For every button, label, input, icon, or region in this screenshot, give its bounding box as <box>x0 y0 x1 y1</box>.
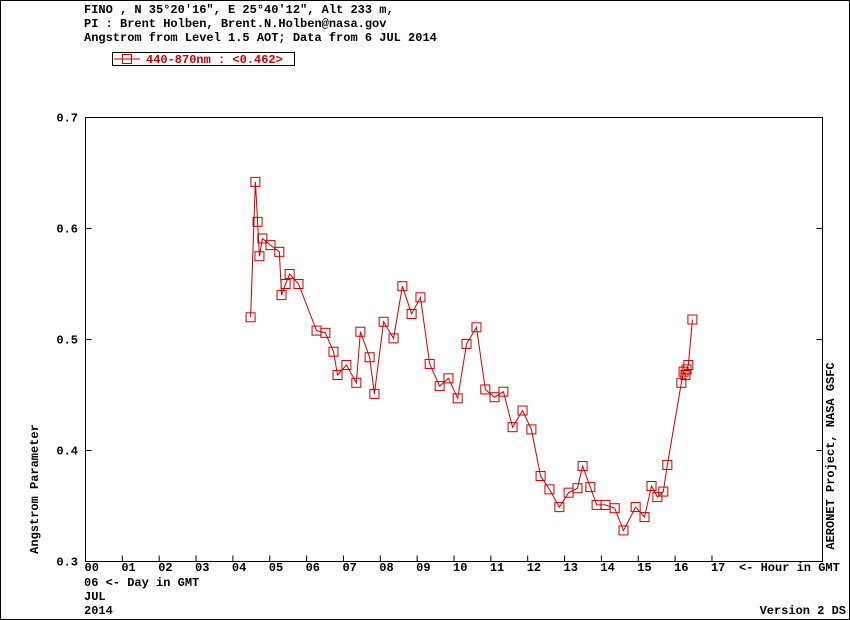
x-tick-label: 15 <box>637 561 651 575</box>
data-point <box>388 333 399 344</box>
data-point <box>415 292 426 303</box>
x-tick-label: 12 <box>527 561 541 575</box>
data-point <box>257 233 268 244</box>
legend-box <box>112 52 295 66</box>
data-point <box>320 327 331 338</box>
data-point <box>639 512 650 523</box>
data-point <box>646 481 657 492</box>
data-point <box>250 176 261 187</box>
x-tick-label: 01 <box>121 561 135 575</box>
data-point <box>284 269 295 280</box>
data-point <box>658 486 669 497</box>
x-tick-label: 10 <box>453 561 467 575</box>
x-tick-label: 14 <box>600 561 614 575</box>
data-point <box>443 373 454 384</box>
data-point <box>680 370 691 381</box>
title-line: FINO , N 35°20'16", E 25°40'12", Alt 233… <box>84 3 394 17</box>
y-axis-label: Angstrom Parameter <box>28 424 42 554</box>
month-label: JUL <box>84 590 106 604</box>
x-tick-label: 09 <box>416 561 430 575</box>
x-tick-label: 05 <box>269 561 283 575</box>
x-tick-label: 17 <box>711 561 725 575</box>
data-point <box>652 492 663 503</box>
x-tick-label: 03 <box>195 561 209 575</box>
y-tick-label: 0.4 <box>56 445 78 459</box>
data-point <box>489 392 500 403</box>
x-axis-label: <- Hour in GMT <box>739 561 840 575</box>
data-point <box>471 322 482 333</box>
data-point <box>662 459 673 470</box>
day-label: 06 <- Day in GMT <box>84 576 199 590</box>
data-point <box>585 482 596 493</box>
data-point <box>526 424 537 435</box>
data-point <box>461 338 472 349</box>
x-tick-label: 04 <box>232 561 246 575</box>
data-point <box>609 503 620 514</box>
data-point <box>630 502 641 513</box>
data-point <box>397 281 408 292</box>
data-point <box>276 290 287 301</box>
version-label: Version 2 DS <box>760 604 846 618</box>
data-point <box>406 308 417 319</box>
legend-marker <box>122 54 132 64</box>
data-point <box>687 314 698 325</box>
x-tick-label: 07 <box>342 561 356 575</box>
x-tick-label: 13 <box>564 561 578 575</box>
data-point <box>274 246 285 257</box>
year-label: 2014 <box>84 604 113 618</box>
x-tick-label: 11 <box>490 561 504 575</box>
data-point <box>332 370 343 381</box>
x-tick-label: 08 <box>379 561 393 575</box>
data-point <box>434 381 445 392</box>
data-point <box>351 377 362 388</box>
data-point <box>328 346 339 357</box>
data-point <box>544 484 555 495</box>
data-point <box>498 386 509 397</box>
y-tick-label: 0.3 <box>56 556 78 570</box>
data-point <box>572 483 583 494</box>
data-point <box>618 525 629 536</box>
x-tick-label: 02 <box>158 561 172 575</box>
credit-label: AERONET Project, NASA GSFC <box>824 362 838 549</box>
data-point <box>254 251 265 262</box>
data-point <box>369 388 380 399</box>
data-point <box>424 358 435 369</box>
title-line: PI : Brent Holben, Brent.N.Holben@nasa.g… <box>84 17 386 31</box>
data-point <box>280 279 291 289</box>
data-point <box>554 502 565 513</box>
data-point <box>517 405 528 416</box>
data-point <box>355 326 366 337</box>
title-line: Angstrom from Level 1.5 AOT; Data from 6… <box>84 31 437 45</box>
data-point <box>265 240 276 251</box>
data-point <box>507 422 518 433</box>
data-point <box>252 216 263 227</box>
y-tick-label: 0.7 <box>56 112 78 126</box>
data-point <box>341 360 352 371</box>
data-point <box>577 461 588 472</box>
y-tick-label: 0.6 <box>56 223 78 237</box>
data-point <box>245 312 256 323</box>
x-tick-label: 16 <box>674 561 688 575</box>
x-tick-label: 06 <box>306 561 320 575</box>
data-point <box>480 384 491 395</box>
data-point <box>535 471 546 482</box>
data-point <box>378 316 389 327</box>
legend-label: 440-870nm : <0.462> <box>146 53 283 67</box>
data-point <box>452 393 463 404</box>
data-point <box>683 360 694 371</box>
series-line <box>250 181 693 532</box>
data-point <box>293 279 304 289</box>
data-point <box>364 352 375 363</box>
y-tick-label: 0.5 <box>56 334 78 348</box>
x-tick-label: 00 <box>85 561 99 575</box>
